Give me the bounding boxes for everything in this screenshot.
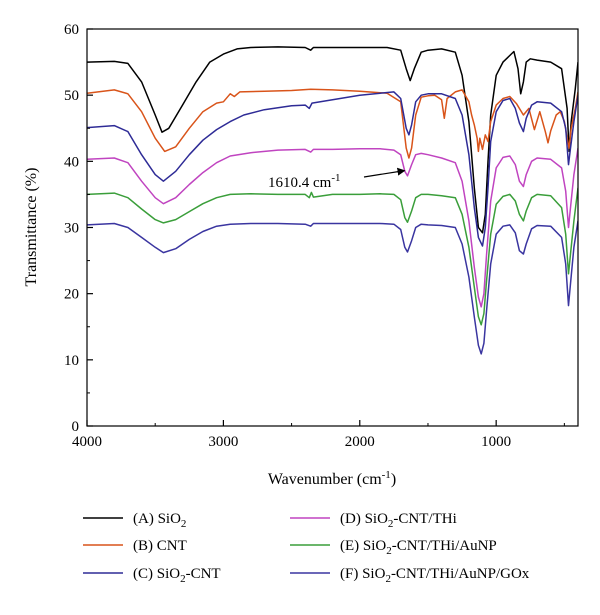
- y-tick-label: 20: [64, 287, 79, 303]
- legend-item-2: (B) CNT: [83, 538, 187, 554]
- series-layer: [87, 46, 578, 355]
- series-line-2: [87, 88, 578, 159]
- annotation-arrow: [363, 167, 406, 178]
- y-tick-label: 40: [64, 154, 79, 170]
- y-tick-label: 0: [72, 419, 80, 435]
- x-tick-label: 1000: [481, 434, 511, 450]
- series-line-3: [87, 91, 578, 247]
- x-tick-label: 4000: [72, 434, 102, 450]
- y-axis: 0 10 20 30 40 50 60: [64, 22, 93, 435]
- legend-item-6: (F) SiO2-CNT/THi/AuNP/GOx: [290, 566, 530, 585]
- annotation-label: 1610.4 cm-1: [268, 172, 341, 191]
- series-line-4: [87, 147, 578, 308]
- legend-label: (C) SiO2-CNT: [133, 566, 221, 585]
- y-tick-label: 30: [64, 221, 79, 237]
- x-tick-label: 3000: [208, 434, 238, 450]
- series-line-1: [87, 46, 578, 234]
- x-axis-title: Wavenumber (cm-1): [268, 469, 396, 488]
- legend-label: (F) SiO2-CNT/THi/AuNP/GOx: [340, 566, 530, 585]
- legend: (A) SiO2 (B) CNT (C) SiO2-CNT (D) SiO2-CNT/…: [83, 511, 530, 585]
- legend-label: (B) CNT: [133, 538, 187, 554]
- series-line-5: [87, 187, 578, 326]
- x-axis: 4000 3000 2000 1000: [72, 420, 565, 450]
- peak-annotation: 1610.4 cm-1: [268, 167, 406, 191]
- y-axis-title: Transmittance (%): [23, 168, 40, 287]
- y-tick-label: 10: [64, 353, 79, 369]
- legend-item-3: (C) SiO2-CNT: [83, 566, 221, 585]
- series-line-6: [87, 220, 578, 355]
- y-tick-label: 60: [64, 22, 79, 38]
- plot-frame: [86, 28, 579, 427]
- y-tick-label: 50: [64, 88, 79, 104]
- legend-label: (E) SiO2-CNT/THi/AuNP: [340, 538, 497, 557]
- x-tick-label: 2000: [345, 434, 375, 450]
- legend-label: (D) SiO2-CNT/THi: [340, 511, 457, 530]
- legend-item-1: (A) SiO2: [83, 511, 186, 530]
- legend-item-5: (E) SiO2-CNT/THi/AuNP: [290, 538, 497, 557]
- legend-item-4: (D) SiO2-CNT/THi: [290, 511, 457, 530]
- legend-label: (A) SiO2: [133, 511, 186, 530]
